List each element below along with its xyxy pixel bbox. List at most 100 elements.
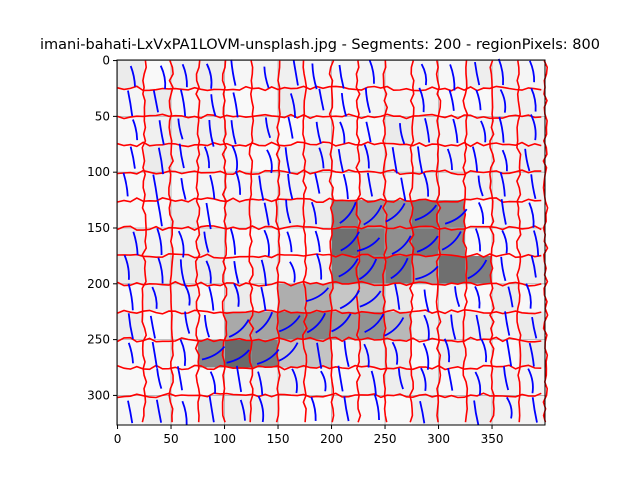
segment-cell — [197, 227, 225, 256]
gradient-line — [149, 315, 156, 339]
segment-cell — [331, 200, 359, 228]
y-tick-label: 50 — [95, 109, 110, 123]
segment-cell — [117, 255, 145, 284]
segment-cell — [171, 60, 198, 89]
gradient-line — [263, 66, 270, 89]
gradient-line — [306, 312, 326, 334]
gradient-line — [287, 116, 294, 139]
segment-cell — [385, 200, 412, 228]
gradient-line — [533, 230, 540, 257]
segment-cell — [144, 283, 172, 312]
gradient-line — [452, 118, 459, 143]
gradient-line — [263, 202, 270, 226]
segment-cell — [144, 144, 172, 173]
gradient-line — [157, 147, 164, 175]
gradient-line — [338, 258, 359, 278]
segment-cell — [358, 144, 386, 173]
gradient-line — [364, 87, 371, 114]
segment-cell — [358, 227, 386, 256]
gradient-line — [156, 200, 163, 227]
gradient-line — [417, 146, 424, 174]
segment-cell — [251, 339, 279, 368]
segment-cell — [438, 172, 466, 201]
segment-cell — [278, 200, 305, 228]
y-tick-label: 0 — [102, 54, 110, 68]
segment-cell — [224, 311, 252, 340]
segment-cell — [171, 255, 198, 284]
gradient-line — [397, 368, 404, 390]
segment-boundary-vertical — [168, 60, 174, 423]
gradient-line — [343, 396, 350, 422]
segment-cell — [385, 60, 412, 89]
gradient-line — [384, 317, 405, 337]
gradient-line — [475, 314, 482, 340]
gradient-line — [278, 342, 299, 362]
gradient-line — [423, 314, 430, 341]
segment-cell — [251, 88, 279, 117]
gradient-line — [127, 313, 134, 340]
segment-cell — [331, 60, 359, 89]
gradient-line — [399, 123, 406, 145]
gradient-line — [320, 370, 327, 392]
segment-cell — [304, 60, 332, 89]
segment-cell — [331, 311, 359, 340]
axes-frame — [116, 59, 546, 426]
segment-cell — [358, 395, 386, 426]
gradient-line — [180, 178, 187, 200]
gradient-line — [239, 399, 246, 421]
segment-cell — [385, 144, 412, 173]
segment-cell — [518, 144, 546, 173]
segment-cell — [144, 116, 172, 145]
gradient-line — [209, 371, 217, 394]
segment-cell — [304, 367, 332, 396]
gradient-line — [338, 64, 345, 89]
gradient-line — [201, 345, 226, 361]
gradient-line — [504, 311, 511, 336]
gradient-line — [177, 118, 184, 140]
gradient-line — [447, 367, 454, 391]
gradient-line — [129, 65, 136, 87]
segment-boundary-horizontal — [117, 252, 542, 259]
x-tick-label: 250 — [374, 432, 397, 446]
gradient-line — [127, 400, 134, 424]
gradient-line — [232, 92, 239, 118]
gradient-line — [157, 257, 164, 284]
segment-cell — [492, 283, 519, 312]
gradient-line — [467, 259, 488, 280]
gradient-line — [184, 311, 191, 334]
segment-cell — [465, 116, 493, 145]
segment-cell — [304, 200, 332, 228]
gradient-line — [450, 314, 457, 340]
segment-cell — [278, 255, 305, 284]
segment-boundary-horizontal — [117, 308, 542, 315]
segment-cell — [278, 367, 305, 396]
segment-cell — [278, 395, 305, 426]
segment-boundaries — [117, 60, 549, 423]
segment-cell — [117, 172, 145, 201]
gradient-line — [184, 284, 191, 306]
gradient-line — [257, 371, 264, 396]
gradient-line — [257, 395, 265, 423]
gradient-line — [310, 396, 317, 421]
segment-cell — [358, 88, 386, 117]
segment-boundary-vertical — [221, 60, 228, 423]
gradient-line — [178, 143, 185, 169]
gradient-line — [368, 59, 375, 84]
gradient-line — [205, 260, 212, 284]
segment-cell — [144, 311, 172, 340]
gradient-line — [233, 283, 240, 307]
gradient-line — [400, 177, 407, 202]
x-tick-label: 100 — [213, 432, 236, 446]
segment-boundary-vertical — [515, 60, 522, 423]
gradient-line — [423, 172, 430, 197]
gradient-line — [266, 149, 273, 174]
gradient-line — [524, 148, 531, 172]
segment-cell — [117, 200, 145, 228]
segment-cell — [278, 60, 305, 89]
gradient-line — [414, 204, 438, 221]
gradient-line — [391, 147, 398, 174]
segment-cell — [331, 367, 359, 396]
gradient-line — [418, 87, 425, 113]
segment-boundary-vertical — [355, 60, 362, 423]
